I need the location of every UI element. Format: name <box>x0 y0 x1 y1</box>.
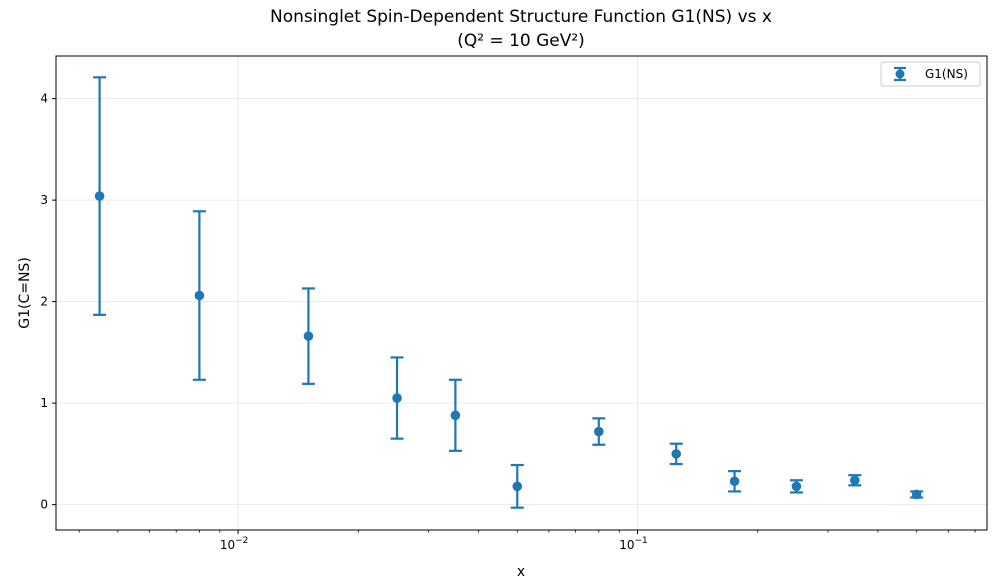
data-point <box>669 442 683 466</box>
y-tick-label: 0 <box>40 498 48 512</box>
legend: G1(NS) <box>880 61 981 87</box>
point-marker <box>850 475 860 486</box>
data-point <box>728 470 742 493</box>
legend-point <box>895 69 905 79</box>
point-marker <box>512 481 523 492</box>
data-point <box>93 76 107 316</box>
point-marker <box>450 410 461 421</box>
y-tick-label: 4 <box>40 92 48 106</box>
data-point <box>848 474 862 487</box>
point-marker <box>94 191 105 201</box>
point-marker <box>729 476 740 487</box>
point-marker <box>194 290 205 301</box>
x-axis-label: x <box>517 564 525 580</box>
data-point <box>789 479 803 494</box>
x-tick-label: 10−1 <box>619 536 648 552</box>
x-tick-label: 10−2 <box>220 536 249 552</box>
data-point <box>192 210 206 381</box>
legend-label: G1(NS) <box>925 67 968 81</box>
data-point <box>390 356 404 440</box>
point-marker <box>593 426 604 437</box>
point-marker <box>671 449 682 459</box>
data-point <box>910 489 924 500</box>
point-marker <box>791 481 802 492</box>
chart-title-line1: Nonsinglet Spin-Dependent Structure Func… <box>270 7 772 27</box>
data-point <box>592 417 606 446</box>
axis-ticks: 0 1 2 3 4 10−2 10−1 <box>40 92 976 552</box>
grid <box>56 56 987 530</box>
point-marker <box>392 393 402 403</box>
point-marker <box>303 331 314 341</box>
y-tick-label: 3 <box>40 193 48 207</box>
legend-marker <box>894 66 906 82</box>
chart-title-line2: (Q² = 10 GeV²) <box>457 31 585 51</box>
y-tick-label: 1 <box>40 396 48 410</box>
y-tick-label: 2 <box>40 295 48 309</box>
data-point <box>510 463 524 509</box>
data-point <box>301 287 315 385</box>
data-series <box>93 76 924 509</box>
data-point <box>448 378 462 452</box>
y-axis-label: G1(C=NS) <box>17 257 33 329</box>
point-marker <box>911 489 922 500</box>
plot-area <box>55 55 988 531</box>
